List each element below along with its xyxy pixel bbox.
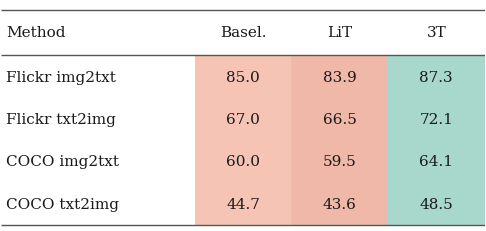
Text: COCO txt2img: COCO txt2img xyxy=(6,197,119,211)
Bar xyxy=(195,56,291,225)
Bar xyxy=(291,56,388,225)
Text: 85.0: 85.0 xyxy=(226,70,260,84)
Text: 83.9: 83.9 xyxy=(323,70,357,84)
Text: 3T: 3T xyxy=(426,26,446,40)
Text: 59.5: 59.5 xyxy=(323,155,357,169)
Text: 44.7: 44.7 xyxy=(226,197,260,211)
Text: 60.0: 60.0 xyxy=(226,155,260,169)
Text: Flickr txt2img: Flickr txt2img xyxy=(6,112,116,126)
Text: Basel.: Basel. xyxy=(220,26,266,40)
Text: 67.0: 67.0 xyxy=(226,112,260,126)
Text: 66.5: 66.5 xyxy=(323,112,357,126)
Text: COCO img2txt: COCO img2txt xyxy=(6,155,119,169)
Text: Method: Method xyxy=(6,26,66,40)
Bar xyxy=(388,56,485,225)
Text: 43.6: 43.6 xyxy=(323,197,357,211)
Text: Flickr img2txt: Flickr img2txt xyxy=(6,70,116,84)
Text: 48.5: 48.5 xyxy=(419,197,453,211)
Text: LiT: LiT xyxy=(327,26,352,40)
Text: 64.1: 64.1 xyxy=(419,155,453,169)
Text: 87.3: 87.3 xyxy=(419,70,453,84)
Text: 72.1: 72.1 xyxy=(419,112,453,126)
